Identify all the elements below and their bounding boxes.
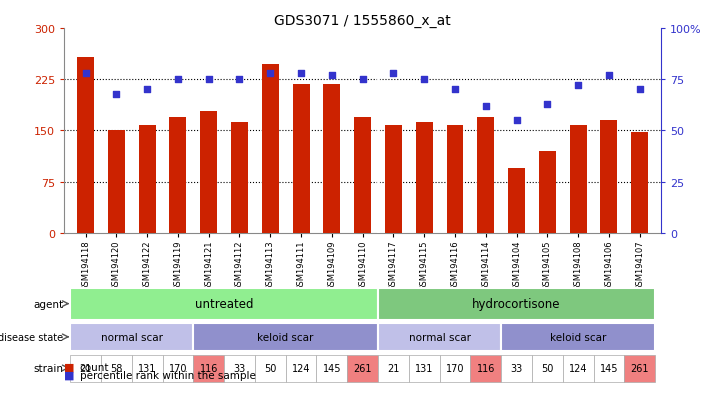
Bar — [562, 355, 594, 382]
Point — [634, 87, 646, 93]
Bar — [600, 121, 617, 233]
Text: 170: 170 — [169, 363, 187, 373]
Bar — [70, 355, 101, 382]
Text: 124: 124 — [569, 363, 587, 373]
Text: 170: 170 — [446, 363, 464, 373]
Point — [572, 83, 584, 90]
Point — [542, 101, 553, 108]
Text: 50: 50 — [264, 363, 277, 373]
Bar — [255, 355, 286, 382]
Bar — [378, 324, 501, 351]
Bar — [77, 57, 94, 233]
Bar — [501, 324, 655, 351]
Text: 33: 33 — [510, 363, 523, 373]
Bar — [163, 355, 193, 382]
Point — [326, 73, 338, 79]
Point — [203, 77, 215, 83]
Text: ■: ■ — [64, 362, 75, 372]
Bar — [193, 355, 224, 382]
Text: 145: 145 — [599, 363, 618, 373]
Text: 116: 116 — [200, 363, 218, 373]
Bar — [539, 152, 556, 233]
Point — [80, 71, 91, 77]
Bar — [378, 355, 409, 382]
Bar — [594, 355, 624, 382]
Point — [510, 118, 522, 124]
Text: agent: agent — [33, 299, 63, 309]
Bar — [439, 355, 471, 382]
Text: 50: 50 — [541, 363, 553, 373]
Bar — [70, 324, 193, 351]
Point — [419, 77, 430, 83]
Text: 21: 21 — [387, 363, 400, 373]
Bar — [385, 126, 402, 233]
Text: 33: 33 — [233, 363, 245, 373]
Bar — [624, 355, 655, 382]
Bar — [193, 324, 378, 351]
Bar — [169, 117, 186, 233]
Bar — [101, 355, 132, 382]
Bar — [631, 133, 648, 233]
Bar — [324, 85, 341, 233]
Title: GDS3071 / 1555860_x_at: GDS3071 / 1555860_x_at — [274, 14, 451, 28]
Bar — [501, 355, 532, 382]
Text: normal scar: normal scar — [409, 332, 471, 342]
Text: 21: 21 — [80, 363, 92, 373]
Point — [234, 77, 245, 83]
Bar — [471, 355, 501, 382]
Point — [357, 77, 368, 83]
Text: 131: 131 — [415, 363, 434, 373]
Bar — [108, 131, 125, 233]
Bar — [378, 289, 655, 320]
Bar — [231, 123, 248, 233]
Text: disease state: disease state — [0, 332, 63, 342]
Bar — [416, 122, 433, 233]
Bar — [292, 85, 309, 233]
Text: percentile rank within the sample: percentile rank within the sample — [80, 370, 255, 380]
Text: 261: 261 — [631, 363, 649, 373]
Bar — [132, 355, 163, 382]
Text: ■: ■ — [64, 370, 75, 380]
Bar — [286, 355, 316, 382]
Bar — [508, 169, 525, 233]
Point — [449, 87, 461, 93]
Point — [141, 87, 153, 93]
Bar — [409, 355, 439, 382]
Text: normal scar: normal scar — [101, 332, 163, 342]
Bar — [354, 117, 371, 233]
Bar — [224, 355, 255, 382]
Point — [172, 77, 183, 83]
Point — [387, 71, 399, 77]
Bar — [532, 355, 562, 382]
Bar — [347, 355, 378, 382]
Point — [295, 71, 306, 77]
Bar — [201, 112, 217, 233]
Text: 131: 131 — [138, 363, 156, 373]
Bar — [477, 117, 494, 233]
Point — [264, 71, 276, 77]
Text: 145: 145 — [323, 363, 341, 373]
Text: strain: strain — [33, 363, 63, 373]
Text: 124: 124 — [292, 363, 310, 373]
Bar — [316, 355, 347, 382]
Bar — [139, 126, 156, 233]
Text: count: count — [80, 362, 109, 372]
Point — [603, 73, 614, 79]
Point — [480, 103, 491, 110]
Text: keloid scar: keloid scar — [257, 332, 314, 342]
Text: 58: 58 — [110, 363, 122, 373]
Text: keloid scar: keloid scar — [550, 332, 606, 342]
Text: 261: 261 — [353, 363, 372, 373]
Point — [111, 91, 122, 97]
Bar — [447, 126, 464, 233]
Bar — [70, 289, 378, 320]
Bar — [570, 126, 587, 233]
Text: hydrocortisone: hydrocortisone — [472, 297, 561, 311]
Text: 116: 116 — [476, 363, 495, 373]
Bar — [262, 64, 279, 233]
Text: untreated: untreated — [195, 297, 253, 311]
